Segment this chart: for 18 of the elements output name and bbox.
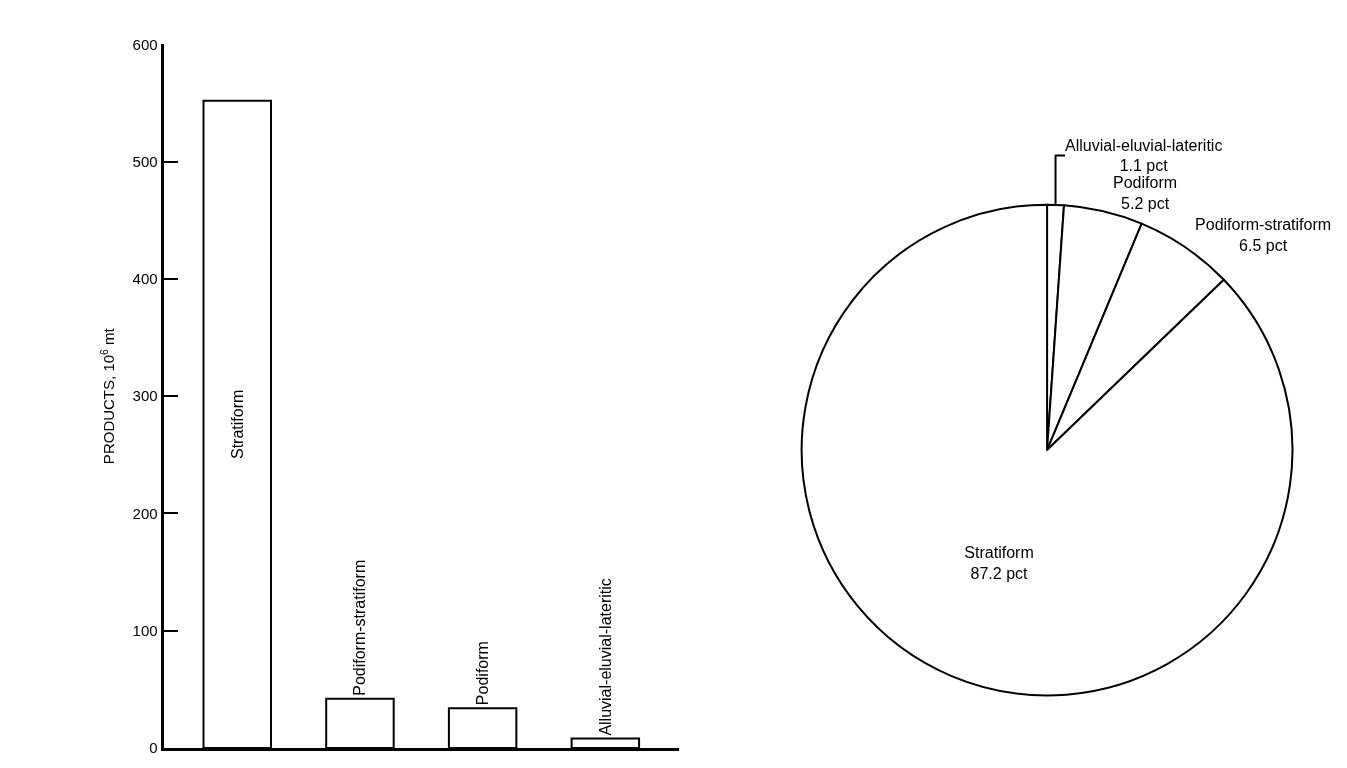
slice-label: Podiform-stratiform xyxy=(1195,215,1332,233)
y-tick-label: 200 xyxy=(132,504,158,522)
slice-label: Alluvial-eluvial-lateritic xyxy=(1064,136,1223,154)
slice-label: Podiform xyxy=(1113,174,1178,192)
y-tick-label: 400 xyxy=(132,270,158,288)
y-tick-label: 500 xyxy=(132,152,158,170)
data-label: 5.2 pct xyxy=(1121,195,1170,213)
data-label: 6.5 pct xyxy=(1239,236,1288,254)
x-tick-label: Podiform xyxy=(474,641,492,706)
y-tick-label: 0 xyxy=(149,739,158,757)
slice-label: Stratiform xyxy=(964,544,1034,562)
y-tick-label: 300 xyxy=(132,387,158,405)
data-label: 87.2 pct xyxy=(970,564,1029,582)
data-label: 1.1 pct xyxy=(1119,157,1169,175)
y-tick-label: 100 xyxy=(132,621,158,639)
x-tick-label: Podiform-stratiform xyxy=(351,559,369,696)
y-tick-label: 600 xyxy=(132,35,158,53)
x-tick-label: Alluvial-eluvial-lateritic xyxy=(596,578,614,736)
